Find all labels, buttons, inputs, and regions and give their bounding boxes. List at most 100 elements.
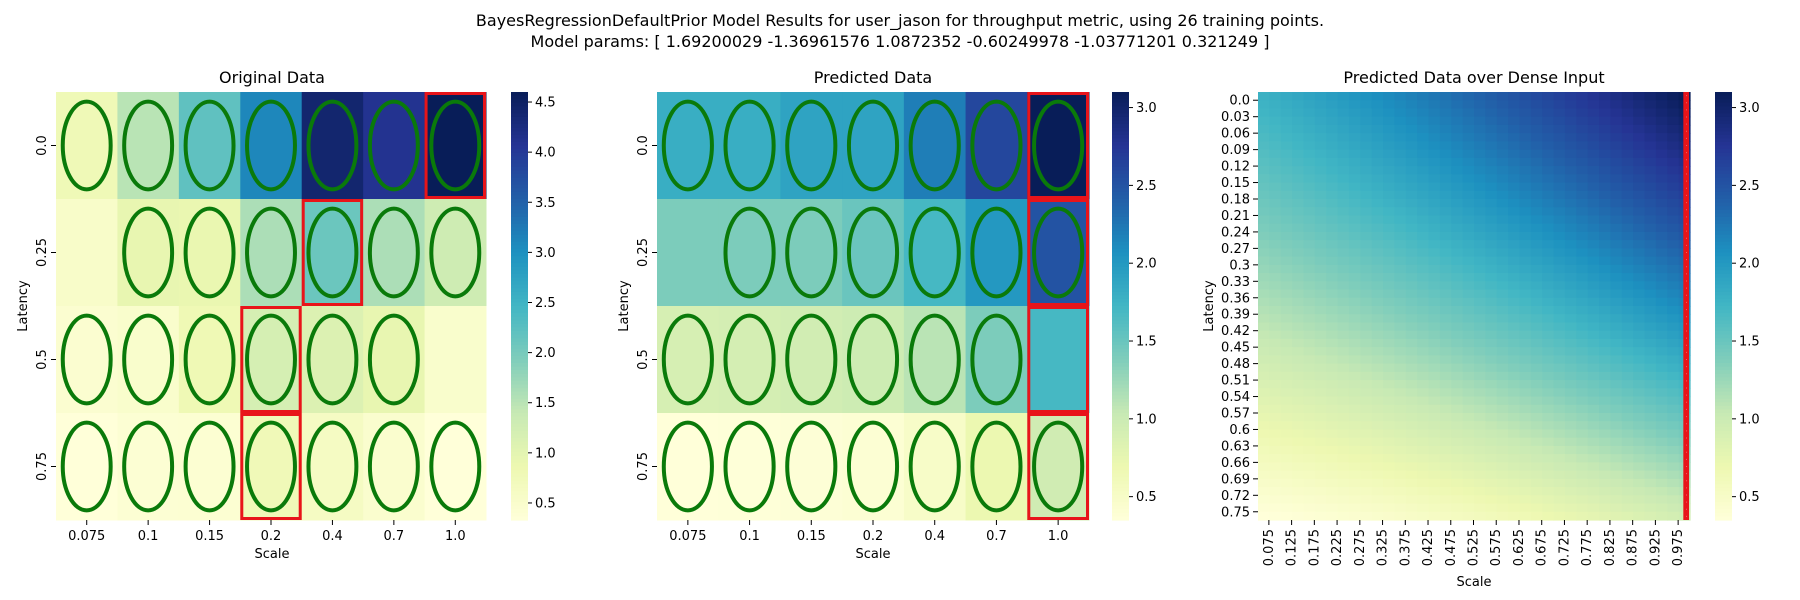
- colorbar-segment: [1112, 480, 1129, 485]
- dense-cell: [1633, 281, 1646, 291]
- dense-cell: [1428, 306, 1441, 315]
- dense-cell: [1462, 503, 1475, 513]
- dense-cell: [1530, 306, 1543, 315]
- dense-cell: [1530, 347, 1543, 356]
- dense-cell: [1644, 429, 1657, 439]
- colorbar-segment: [1112, 113, 1129, 118]
- dense-cell: [1655, 248, 1668, 258]
- dense-cell: [1610, 338, 1623, 348]
- dense-cell: [1667, 363, 1680, 373]
- dense-cell: [1258, 182, 1270, 192]
- dense-cell: [1542, 396, 1555, 406]
- colorbar-segment: [1112, 491, 1129, 496]
- colorbar-segment: [511, 430, 528, 435]
- dense-cell: [1508, 182, 1521, 192]
- dense-cell: [1337, 223, 1350, 233]
- dense-cell: [1519, 503, 1532, 513]
- dense-cell: [1439, 149, 1452, 159]
- dense-cell: [1644, 470, 1657, 480]
- dense-cell: [1496, 116, 1509, 126]
- dense-cell: [1485, 223, 1498, 233]
- dense-cell: [1462, 141, 1475, 151]
- dense-cell: [1451, 124, 1464, 134]
- dense-cell: [1280, 462, 1293, 472]
- dense-cell: [1530, 388, 1543, 398]
- colorbar-segment: [511, 459, 528, 464]
- colorbar-segment: [1715, 334, 1732, 339]
- dense-cell: [1303, 503, 1316, 513]
- dense-cell: [1610, 404, 1623, 414]
- dense-cell: [1303, 495, 1316, 505]
- colorbar: 0.51.01.52.02.53.03.54.04.5: [511, 92, 556, 521]
- dense-cell: [1485, 404, 1498, 414]
- dense-cell: [1519, 248, 1532, 258]
- dense-cell: [1360, 314, 1373, 324]
- dense-cell: [1292, 199, 1305, 208]
- dense-cell: [1564, 149, 1577, 159]
- green-ellipse-marker: [785, 99, 838, 192]
- dense-cell: [1508, 108, 1521, 118]
- dense-cell: [1576, 437, 1589, 447]
- dense-cell: [1258, 495, 1270, 505]
- dense-cell: [1348, 190, 1361, 200]
- colorbar-segment: [1112, 134, 1129, 139]
- colorbar-segment: [511, 480, 528, 485]
- dense-cell: [1428, 223, 1441, 233]
- colorbar-segment: [1715, 92, 1732, 97]
- dense-cell: [1269, 149, 1282, 159]
- colorbar-segment: [511, 170, 528, 175]
- dense-cell: [1348, 248, 1361, 258]
- dense-cell: [1508, 503, 1521, 513]
- dense-cell: [1610, 478, 1623, 488]
- colorbar-segment: [1715, 359, 1732, 364]
- dense-cell: [1519, 166, 1532, 175]
- dense-cell: [1474, 157, 1486, 167]
- dense-cell: [1383, 248, 1396, 258]
- dense-cell: [1508, 429, 1521, 439]
- colorbar-segment: [1715, 384, 1732, 389]
- dense-cell: [1417, 388, 1430, 398]
- heatmap-cell: [178, 92, 241, 200]
- colorbar-segment: [1112, 166, 1129, 172]
- dense-cell: [1292, 149, 1305, 159]
- dense-cell: [1337, 273, 1350, 282]
- dense-cell: [1292, 470, 1305, 480]
- dense-cell: [1474, 487, 1486, 496]
- colorbar-segment: [1715, 477, 1732, 482]
- dense-cell: [1314, 478, 1327, 488]
- dense-cell: [1644, 281, 1657, 291]
- dense-cell: [1519, 190, 1532, 200]
- dense-cell: [1655, 190, 1668, 200]
- colorbar-segment: [1112, 266, 1129, 271]
- dense-cell: [1258, 215, 1270, 225]
- y-tick-label: 0.12: [1221, 160, 1250, 175]
- x-tick-label: 0.4: [322, 529, 343, 544]
- dense-cell: [1621, 207, 1634, 217]
- dense-cell: [1383, 207, 1396, 217]
- colorbar-segment: [511, 159, 528, 164]
- dense-cell: [1496, 478, 1509, 488]
- dense-cell: [1462, 190, 1475, 200]
- colorbar-tick-label: 1.0: [1136, 412, 1157, 427]
- dense-cell: [1610, 215, 1623, 225]
- dense-cell: [1474, 231, 1486, 241]
- dense-cell: [1383, 478, 1396, 488]
- dense-cell: [1292, 248, 1305, 258]
- colorbar-segment: [1715, 330, 1732, 336]
- colorbar-segment: [1112, 448, 1129, 453]
- colorbar-segment: [1112, 248, 1129, 254]
- dense-cell: [1303, 347, 1316, 356]
- dense-cell: [1576, 289, 1589, 299]
- dense-cell: [1371, 454, 1384, 463]
- dense-cell: [1280, 223, 1293, 233]
- dense-cell: [1587, 281, 1600, 291]
- dense-cell: [1655, 264, 1668, 274]
- dense-cell: [1303, 182, 1316, 192]
- dense-cell: [1564, 174, 1577, 184]
- dense-cell: [1269, 495, 1282, 505]
- dense-cell: [1405, 124, 1418, 134]
- colorbar-segment: [511, 156, 528, 161]
- dense-cell: [1508, 371, 1521, 381]
- dense-cell: [1553, 322, 1566, 332]
- heatmap-cell: [718, 92, 781, 200]
